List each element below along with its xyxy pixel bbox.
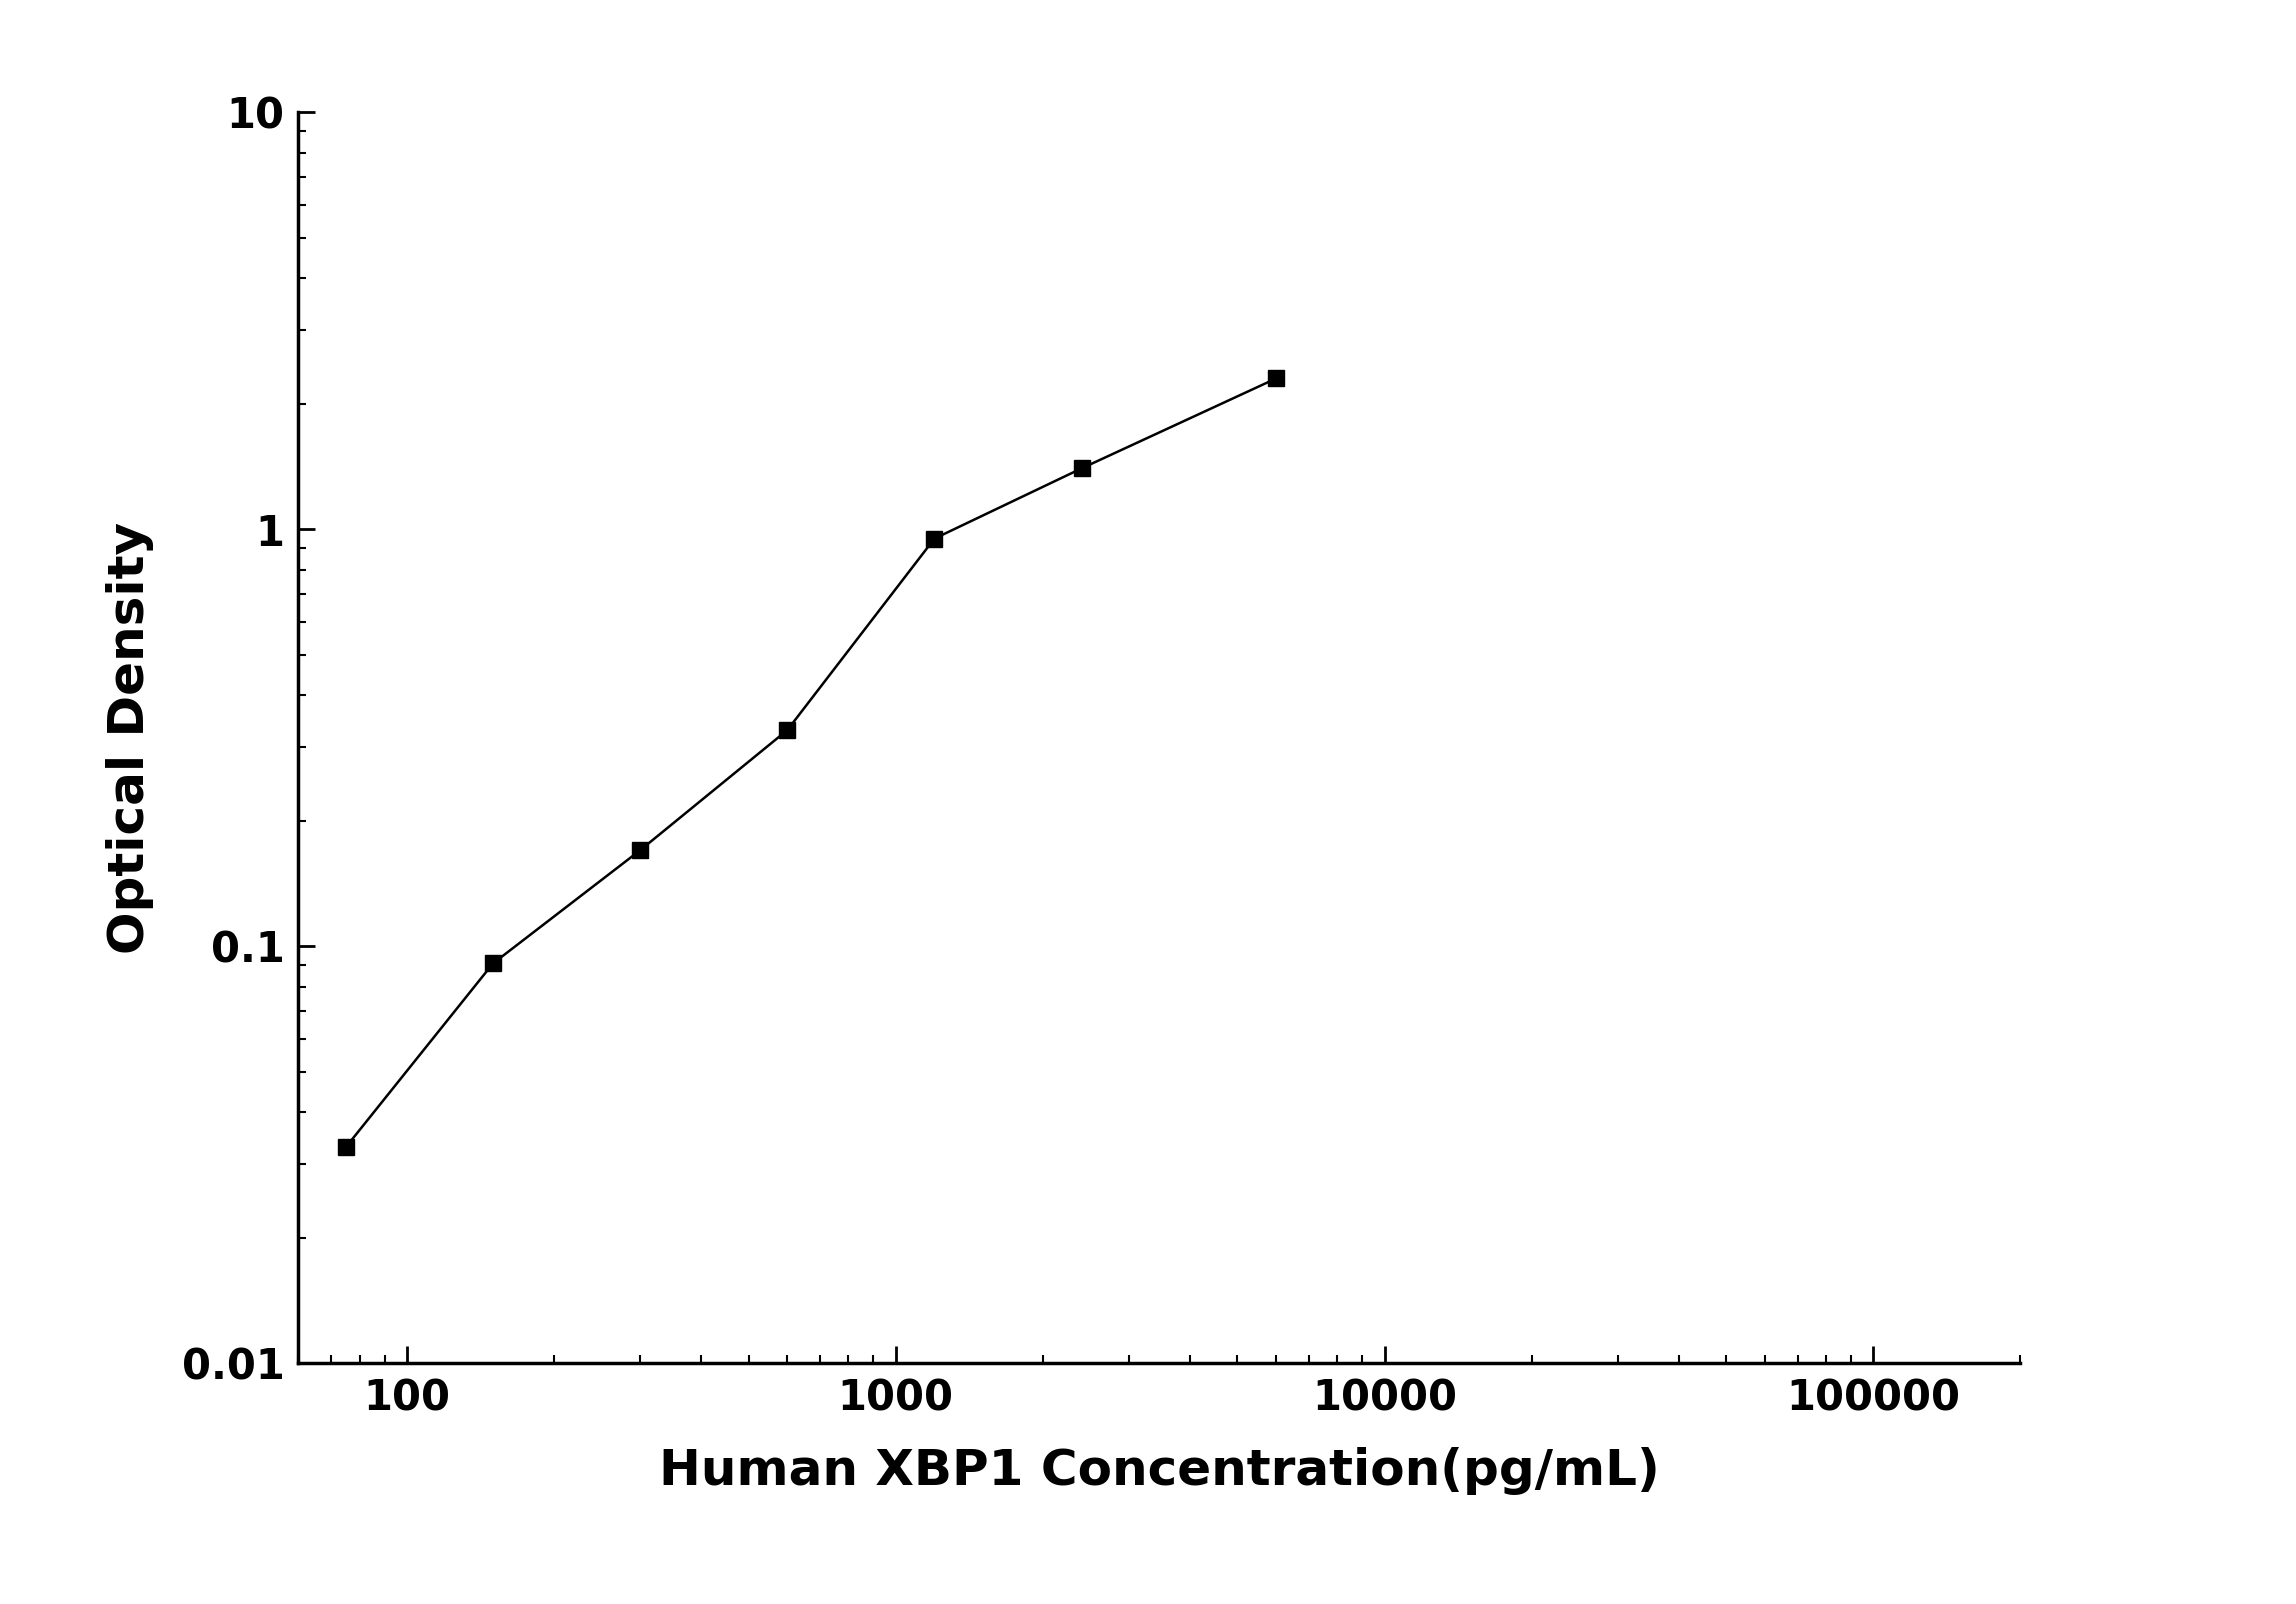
Y-axis label: Optical Density: Optical Density bbox=[106, 521, 154, 954]
X-axis label: Human XBP1 Concentration(pg/mL): Human XBP1 Concentration(pg/mL) bbox=[659, 1447, 1660, 1495]
